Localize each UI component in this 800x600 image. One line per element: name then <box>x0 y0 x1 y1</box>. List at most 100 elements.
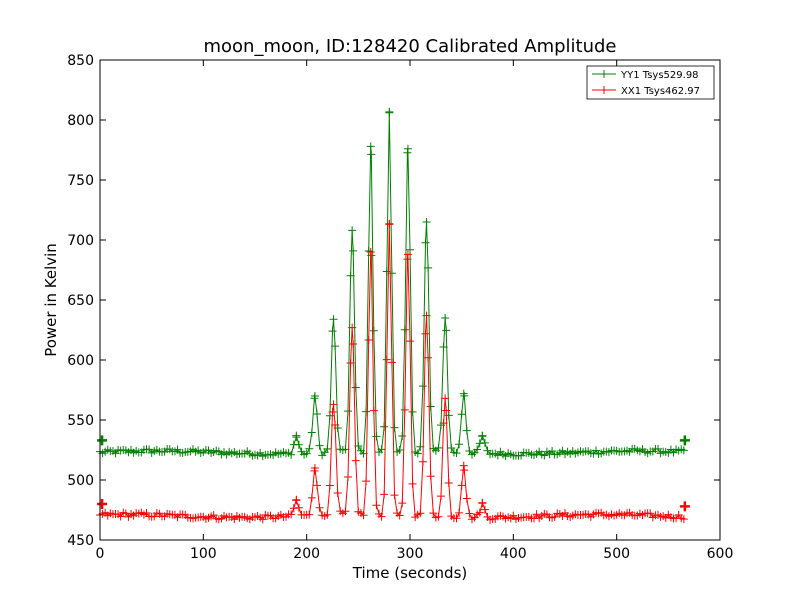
data-point <box>333 489 342 498</box>
data-point <box>348 323 357 332</box>
data-point <box>372 432 381 441</box>
data-point <box>418 457 427 466</box>
data-point <box>421 329 430 338</box>
y-tick-label: 850 <box>67 53 94 69</box>
data-point <box>367 251 376 260</box>
data-point <box>305 444 314 453</box>
data-point <box>313 409 321 418</box>
data-point <box>473 445 482 454</box>
data-point <box>310 464 319 472</box>
data-point <box>341 507 350 516</box>
data-point <box>460 391 469 400</box>
y-tick-label: 600 <box>67 353 94 369</box>
data-point <box>377 445 386 454</box>
data-point <box>287 450 296 459</box>
data-point <box>462 494 471 503</box>
data-point <box>344 472 352 481</box>
data-point <box>315 503 324 512</box>
data-point <box>341 445 350 454</box>
endpoint-marker <box>679 501 690 512</box>
data-point <box>344 407 352 416</box>
data-point <box>475 508 484 517</box>
data-point <box>416 509 425 518</box>
x-tick-label: 600 <box>707 546 734 562</box>
data-point <box>331 420 340 429</box>
data-point <box>418 382 427 391</box>
data-point <box>328 408 337 417</box>
data-point <box>460 466 469 475</box>
data-point <box>441 314 450 322</box>
data-point <box>367 150 376 159</box>
chart-title: moon_moon, ID:128420 Calibrated Amplitud… <box>203 36 616 57</box>
data-point <box>406 337 414 346</box>
y-tick-label: 500 <box>67 473 94 489</box>
legend-entry-xx1: XX1 Tsys462.97 <box>592 86 700 97</box>
data-point <box>315 441 324 450</box>
legend-marker-xx1 <box>600 86 608 94</box>
data-point <box>292 496 301 505</box>
data-point <box>329 400 338 409</box>
data-point <box>323 510 332 519</box>
data-point <box>307 428 316 437</box>
data-point <box>387 269 396 278</box>
data-point <box>444 478 453 487</box>
legend-label-xx1: XX1 Tsys462.97 <box>621 86 700 97</box>
data-point <box>452 449 461 458</box>
data-point <box>380 422 389 431</box>
legend-label-yy1: YY1 Tsys529.98 <box>620 70 699 81</box>
data-point <box>442 406 451 415</box>
data-point <box>369 326 378 335</box>
data-point <box>447 443 456 452</box>
data-point <box>422 218 431 226</box>
y-tick-label: 800 <box>67 113 94 129</box>
data-point <box>455 440 464 449</box>
data-point <box>434 512 443 521</box>
data-point <box>434 443 443 452</box>
data-point <box>287 510 296 519</box>
data-point <box>480 505 489 514</box>
data-point <box>390 491 399 500</box>
legend-box <box>586 65 715 100</box>
data-point <box>362 477 371 486</box>
data-point <box>292 431 301 440</box>
x-tick-label: 400 <box>500 546 527 562</box>
data-point <box>313 481 321 490</box>
data-point <box>478 498 487 507</box>
data-point <box>465 509 474 518</box>
data-point <box>398 499 407 508</box>
data-point <box>478 431 487 440</box>
data-point <box>403 255 412 264</box>
data-point <box>385 220 394 229</box>
data-point <box>372 501 381 510</box>
legend-entry-yy1: YY1 Tsys529.98 <box>592 70 699 81</box>
data-point <box>310 392 319 400</box>
data-point <box>382 355 391 364</box>
x-tick-label: 300 <box>397 546 424 562</box>
data-point <box>679 515 688 524</box>
data-point <box>429 509 438 518</box>
data-point <box>387 358 396 367</box>
data-point <box>369 406 378 415</box>
data-point <box>328 327 337 336</box>
data-point <box>398 432 407 441</box>
data-point <box>329 315 338 324</box>
data-point <box>348 226 357 235</box>
data-point <box>413 449 422 458</box>
data-point <box>437 492 445 501</box>
data-point <box>424 353 433 362</box>
data-point <box>385 108 394 117</box>
data-point <box>351 456 360 465</box>
data-point <box>455 508 464 517</box>
x-axis: 0 100 200 300 400 500 600 <box>96 60 734 562</box>
x-tick-label: 500 <box>603 546 630 562</box>
data-point <box>346 271 355 280</box>
data-point <box>395 445 404 454</box>
data-point <box>426 402 435 411</box>
data-point <box>346 358 355 367</box>
data-point <box>452 514 461 523</box>
y-tick-label: 450 <box>67 533 94 549</box>
data-point <box>302 449 311 458</box>
data-point <box>323 444 332 453</box>
data-point <box>403 250 412 259</box>
